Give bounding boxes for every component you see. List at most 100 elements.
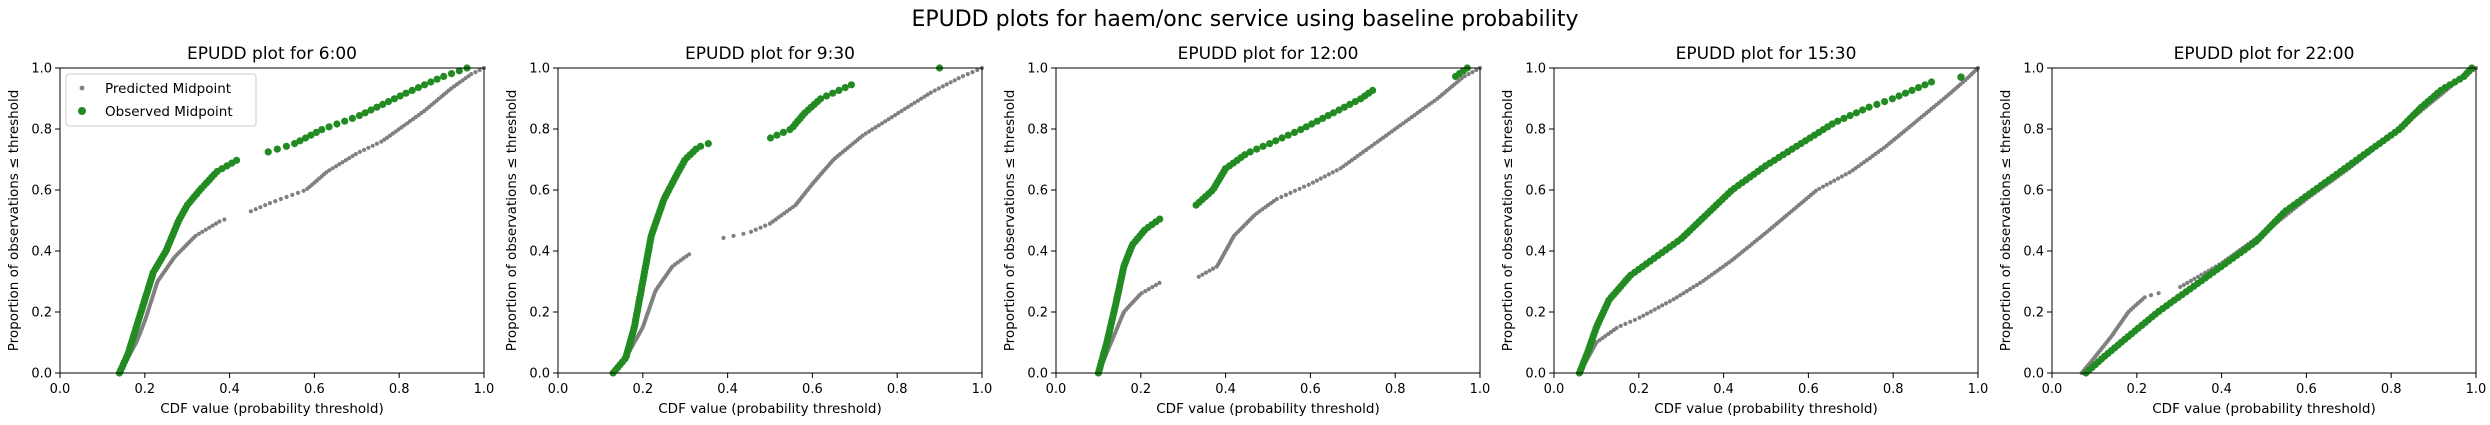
- predicted-point: [2148, 293, 2154, 298]
- legend-predicted-marker: [79, 85, 85, 91]
- predicted-point: [1667, 299, 1672, 304]
- predicted-point: [922, 94, 927, 99]
- predicted-point: [1150, 284, 1155, 290]
- predicted-point: [343, 158, 348, 163]
- observed-point: [1278, 134, 1286, 142]
- predicted-point: [1645, 311, 1650, 316]
- observed-point: [1308, 120, 1316, 128]
- predicted-point: [1302, 184, 1307, 189]
- predicted-point: [222, 217, 227, 222]
- predicted-point: [886, 117, 891, 122]
- x-tick-label: 1.0: [474, 382, 495, 397]
- observed-point: [333, 120, 341, 128]
- x-tick-label: 0.4: [717, 382, 738, 397]
- predicted-point: [1832, 178, 1837, 183]
- observed-point: [296, 137, 304, 145]
- predicted-point: [2178, 284, 2183, 290]
- predicted-point: [193, 233, 198, 238]
- predicted-point: [217, 219, 222, 224]
- predicted-point: [1660, 303, 1665, 308]
- observed-point: [325, 123, 333, 131]
- observed-point: [414, 84, 422, 92]
- predicted-point: [1257, 209, 1262, 214]
- predicted-point: [940, 84, 945, 89]
- predicted-point: [952, 78, 957, 83]
- predicted-point: [975, 67, 980, 73]
- observed-point: [835, 86, 843, 94]
- observed-point: [1302, 123, 1310, 131]
- predicted-point: [1466, 72, 1471, 77]
- predicted-point: [1678, 293, 1683, 298]
- x-tick-label: 0.0: [2042, 382, 2063, 397]
- y-tick-label: 0.8: [31, 123, 52, 138]
- observed-point: [704, 140, 712, 148]
- x-tick-label: 1.0: [1470, 382, 1491, 397]
- predicted-point: [1146, 287, 1151, 292]
- predicted-point: [784, 209, 790, 214]
- legend-predicted-label: Predicted Midpoint: [105, 81, 231, 97]
- subplot-title: EPUDD plot for 12:00: [1178, 44, 1359, 64]
- subplot-title: EPUDD plot for 9:30: [685, 44, 855, 64]
- predicted-point: [1684, 289, 1689, 294]
- predicted-point: [210, 223, 215, 228]
- predicted-point: [1873, 151, 1878, 157]
- predicted-point: [1817, 186, 1822, 191]
- x-tick-label: 0.4: [219, 382, 240, 397]
- predicted-point: [1688, 287, 1693, 292]
- predicted-point: [1330, 170, 1335, 175]
- predicted-point: [290, 192, 295, 197]
- y-tick-label: 0.0: [1027, 367, 1048, 382]
- observed-point: [427, 78, 435, 86]
- predicted-point: [2188, 278, 2193, 283]
- y-tick-label: 0.2: [1525, 306, 1546, 321]
- x-tick-label: 0.0: [50, 382, 71, 397]
- predicted-point: [873, 125, 878, 130]
- predicted-point: [207, 225, 212, 230]
- x-tick-label: 0.8: [887, 382, 908, 397]
- observed-point: [1873, 100, 1881, 108]
- predicted-point: [353, 151, 358, 157]
- y-axis-label: Proportion of observations ≤ threshold: [1998, 90, 2014, 352]
- predicted-point: [970, 70, 975, 75]
- observed-point: [1914, 84, 1923, 92]
- x-tick-label: 0.6: [802, 382, 823, 397]
- predicted-point: [1694, 282, 1699, 288]
- observed-point: [1329, 109, 1338, 117]
- predicted-point: [374, 141, 379, 146]
- predicted-point: [1470, 70, 1475, 75]
- predicted-midpoint-series: [1096, 65, 1483, 376]
- observed-point: [421, 81, 429, 89]
- x-tick-label: 0.8: [1883, 382, 1904, 397]
- subplot-grid: EPUDD plot for 6:00 0.0 0.2 0.4 0.6 0.8 1.0 0.0…: [6, 44, 2486, 417]
- plot-frame: [2051, 67, 2477, 374]
- predicted-point: [1292, 188, 1298, 193]
- observed-point: [273, 145, 281, 153]
- y-tick-label: 0.8: [529, 123, 550, 138]
- observed-point: [1881, 98, 1889, 106]
- predicted-point: [928, 90, 934, 95]
- observed-point: [301, 134, 310, 142]
- observed-point: [1313, 117, 1321, 125]
- predicted-point: [1459, 76, 1464, 81]
- predicted-point: [196, 231, 201, 236]
- y-tick-label: 0.2: [529, 306, 550, 321]
- predicted-point: [1648, 309, 1653, 314]
- x-tick-label: 0.6: [1798, 382, 1819, 397]
- observed-point: [447, 70, 456, 78]
- observed-point: [1340, 103, 1348, 111]
- predicted-midpoint-series: [1577, 65, 1981, 376]
- predicted-point: [379, 139, 384, 144]
- observed-point: [1335, 106, 1343, 114]
- x-axis-label: CDF value (probability threshold): [2152, 401, 2375, 417]
- predicted-point: [1608, 330, 1613, 335]
- predicted-point: [284, 194, 289, 200]
- predicted-point: [330, 166, 335, 171]
- predicted-point: [1288, 190, 1293, 195]
- predicted-point: [1836, 176, 1841, 181]
- predicted-point: [876, 123, 881, 128]
- subplot-title: EPUDD plot for 6:00: [187, 44, 357, 64]
- observed-point: [1834, 117, 1842, 125]
- observed-point: [440, 72, 448, 80]
- predicted-point: [1326, 172, 1331, 177]
